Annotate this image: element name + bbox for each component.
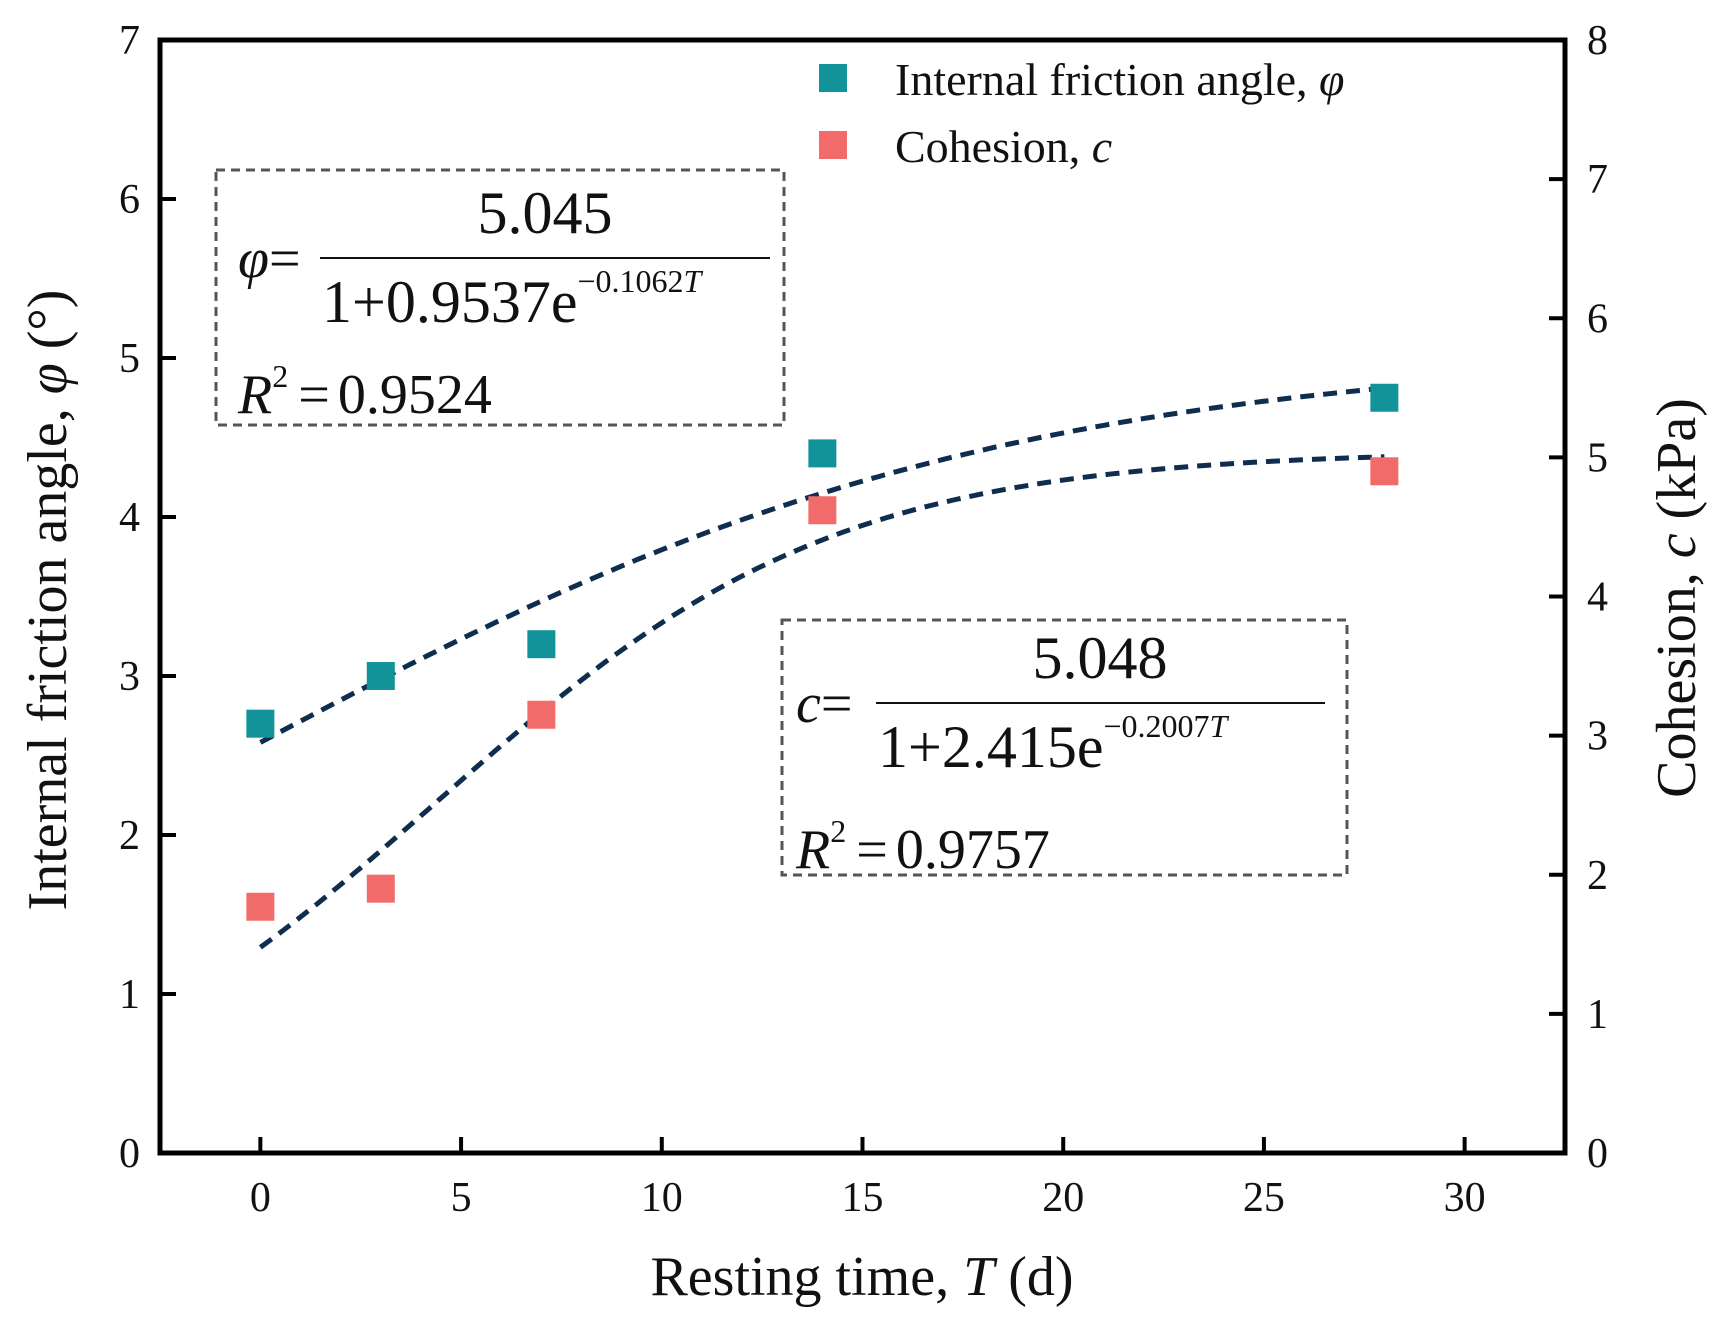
- y-left-tick-label: 3: [119, 654, 140, 700]
- data-point-cohesion: [808, 496, 837, 525]
- data-point-friction-angle: [246, 709, 275, 738]
- legend-swatch-cohesion: [819, 131, 847, 159]
- data-point-friction-angle: [366, 662, 395, 690]
- equation-r-squared: R2 = 0.9757: [795, 813, 1050, 881]
- equation-lhs: c=: [796, 673, 852, 735]
- y-left-axis-title: Internal friction angle, φ (°): [17, 290, 79, 911]
- x-axis-ticks: 0 5 10 15 20 25 30: [250, 1137, 1486, 1221]
- y-right-tick-label: 8: [1587, 18, 1608, 64]
- y-left-tick-label: 5: [119, 336, 140, 382]
- y-right-tick-label: 5: [1587, 435, 1608, 481]
- data-points: [246, 383, 1399, 921]
- equation-box-friction-angle: φ= 5.045 1+0.9537e−0.1062T R2 = 0.9524: [214, 168, 786, 427]
- y-right-tick-label: 0: [1587, 1131, 1608, 1177]
- plot-frame: [157, 37, 1568, 1156]
- y-right-axis-ticks: 0 1 2 3 4 5 6 7 8: [1549, 18, 1608, 1177]
- y-left-tick-label: 6: [119, 177, 140, 223]
- x-tick-label: 5: [451, 1175, 472, 1221]
- equation-denominator: 1+2.415e−0.2007T: [878, 708, 1230, 780]
- y-right-tick-label: 7: [1587, 157, 1608, 203]
- legend-swatch-friction-angle: [819, 64, 847, 92]
- x-tick-label: 0: [250, 1175, 271, 1221]
- fit-curve-cohesion: [258, 454, 1385, 950]
- equation-box-frame: [780, 618, 1349, 877]
- y-left-tick-label: 7: [119, 18, 140, 64]
- fit-curve-friction-angle: [259, 385, 1385, 745]
- y-right-tick-label: 6: [1587, 296, 1608, 342]
- data-point-cohesion: [527, 700, 556, 729]
- y-right-tick-label: 2: [1587, 853, 1608, 899]
- y-left-tick-label: 2: [119, 813, 140, 859]
- data-point-friction-angle: [808, 439, 837, 468]
- equation-numerator: 5.048: [1033, 625, 1168, 691]
- y-right-tick-label: 1: [1587, 992, 1608, 1038]
- x-tick-label: 25: [1243, 1175, 1285, 1221]
- legend: Internal friction angle, φ Cohesion, c: [819, 54, 1345, 172]
- fit-curves: [258, 385, 1385, 950]
- data-point-cohesion: [246, 892, 275, 921]
- x-axis-title: Resting time, T (d): [650, 1246, 1073, 1308]
- data-point-cohesion: [1370, 457, 1399, 486]
- x-tick-label: 20: [1042, 1175, 1084, 1221]
- equation-numerator: 5.045: [478, 180, 613, 246]
- y-right-axis-title: Cohesion, c (kPa): [1646, 398, 1708, 798]
- equation-box-frame: [214, 168, 786, 427]
- data-point-cohesion: [366, 874, 395, 903]
- x-tick-label: 30: [1444, 1175, 1486, 1221]
- equation-lhs: φ=: [238, 228, 301, 290]
- equation-box-cohesion: c= 5.048 1+2.415e−0.2007T R2 = 0.9757: [780, 618, 1349, 881]
- legend-label-cohesion: Cohesion, c: [895, 121, 1112, 172]
- y-left-tick-label: 4: [119, 495, 140, 541]
- y-right-tick-label: 3: [1587, 714, 1608, 760]
- x-tick-label: 15: [842, 1175, 884, 1221]
- data-point-friction-angle: [1370, 383, 1399, 412]
- y-right-tick-label: 4: [1587, 575, 1608, 621]
- x-tick-label: 10: [641, 1175, 683, 1221]
- y-left-tick-label: 1: [119, 972, 140, 1018]
- equation-denominator: 1+0.9537e−0.1062T: [322, 263, 704, 335]
- y-left-axis-ticks: 0 1 2 3 4 5 6 7: [119, 18, 176, 1177]
- legend-label-friction-angle: Internal friction angle, φ: [895, 54, 1345, 105]
- equation-r-squared: R2 = 0.9524: [237, 358, 492, 426]
- data-point-friction-angle: [527, 630, 556, 659]
- y-left-tick-label: 0: [119, 1131, 140, 1177]
